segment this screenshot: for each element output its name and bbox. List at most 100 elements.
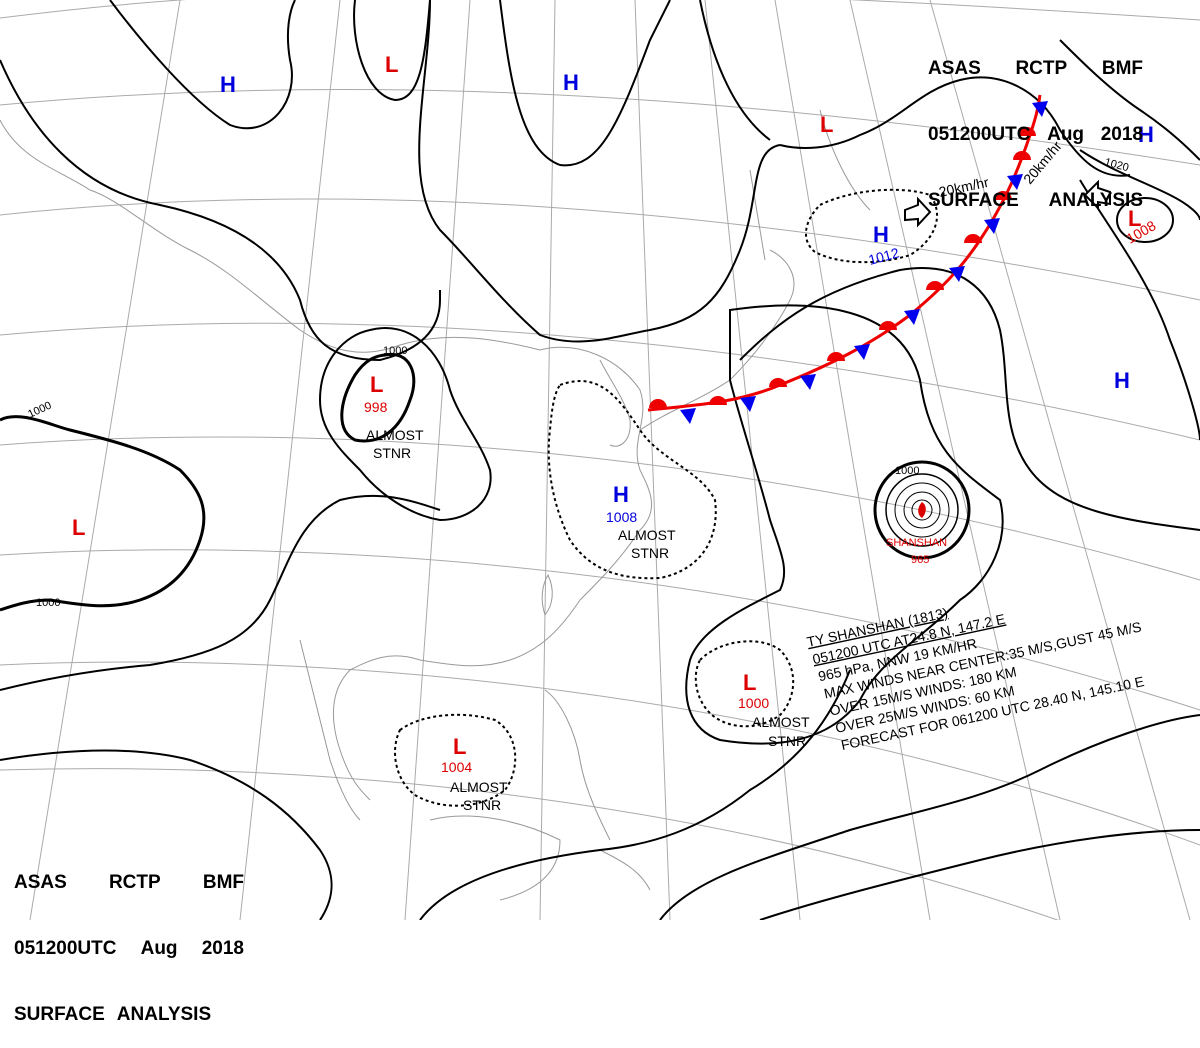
header-line1: ASAS RCTP BMF	[14, 872, 244, 894]
header-word: ASAS	[14, 872, 67, 893]
dotted-scs	[394, 713, 517, 807]
isobar-mongolia-outer	[318, 327, 492, 522]
isobar-h-north	[499, 0, 671, 167]
dotted-okhotsk	[805, 188, 939, 264]
h-china-note1: ALMOST	[618, 527, 676, 543]
isobar-nnearjapan	[779, 76, 1131, 177]
header-word: Aug	[140, 938, 178, 959]
cold-front-triangle	[680, 408, 696, 424]
coast-luzon	[544, 689, 611, 841]
h-china-value: 1008	[606, 509, 637, 525]
warm-front-semicircle	[827, 352, 845, 361]
coast-taiwan	[541, 573, 553, 617]
isobar-central-north	[418, 0, 781, 343]
l-mongolia-value: 998	[364, 399, 388, 415]
h-china-symbol: H	[613, 482, 629, 507]
h-far-ne-symbol: H	[1138, 122, 1154, 147]
warm-front-semicircle	[1018, 127, 1036, 136]
h-okhotsk-symbol: H	[873, 222, 889, 247]
header-word: ANALYSIS	[1048, 190, 1143, 211]
typhoon-info: TY SHANSHAN (1813) 051200 UTC AT24.8 N, …	[805, 604, 1145, 753]
isobar-label-typhoon: 1000	[895, 465, 919, 477]
warm-front-semicircle	[879, 321, 897, 330]
l-scs-symbol: L	[453, 734, 466, 759]
isobar-south	[0, 749, 333, 920]
header-word: 2018	[1100, 124, 1143, 145]
isobar-far-east	[1059, 39, 1200, 161]
coast-sakhalin	[749, 169, 766, 261]
l-mongolia-note2: STNR	[373, 445, 411, 461]
motion-arrows	[904, 179, 1111, 228]
l-mongolia-note1: ALMOST	[366, 427, 424, 443]
isobar-se-lower	[759, 829, 1200, 920]
header-word: BMF	[202, 872, 244, 893]
l-scs-note2: STNR	[463, 797, 501, 813]
h-north-symbol: H	[563, 70, 579, 95]
typhoon-pressure: 965	[911, 554, 929, 566]
coastlines	[0, 109, 871, 901]
header-line2: 051200UTC Aug 2018	[928, 124, 1143, 146]
coast-korea	[599, 359, 631, 447]
warm-front-semicircle	[649, 399, 667, 408]
header-word: RCTP	[1015, 58, 1068, 79]
header-word: 2018	[201, 938, 244, 959]
cold-front-triangle	[1032, 101, 1048, 117]
header-top-right: ASAS RCTP BMF 051200UTC Aug 2018 SURFACE…	[928, 14, 1143, 234]
warm-front-semicircle	[994, 191, 1012, 200]
isobar-l-north	[353, 0, 431, 102]
isobar-typhoon-outer	[685, 304, 1004, 745]
isobar-east-outer	[699, 0, 771, 141]
header-word: SURFACE	[928, 190, 1019, 211]
header-word: ANALYSIS	[116, 1004, 212, 1025]
h-china-note2: STNR	[631, 545, 669, 561]
dotted-phil	[694, 640, 795, 728]
isobar-sw	[0, 494, 441, 691]
isobar-west-1000	[0, 415, 206, 612]
isobar-ring-1008	[1116, 197, 1174, 243]
header-bottom-left: ASAS RCTP BMF 051200UTC Aug 2018 SURFACE…	[14, 828, 244, 1048]
l-russia-symbol: L	[820, 112, 833, 137]
header-word: 051200UTC	[14, 938, 117, 959]
h-okhotsk-value: 1012	[867, 244, 901, 268]
coast-kamchatka	[819, 109, 871, 211]
warm-front-semicircle	[709, 396, 727, 405]
isobar-label-southwest: 1000	[36, 597, 60, 609]
l-scs-note1: ALMOST	[450, 779, 508, 795]
l-scs-value: 1004	[441, 759, 472, 775]
typhoon-symbol	[918, 502, 926, 518]
l-phil-note2: STNR	[768, 733, 806, 749]
header-word: SURFACE	[14, 1004, 105, 1025]
isobar-label-mongolia: 1000	[383, 345, 407, 357]
stationary-front	[647, 94, 1048, 424]
l-phil-symbol: L	[743, 670, 756, 695]
cold-front-triangle	[854, 344, 870, 360]
header-word: 051200UTC	[928, 124, 1031, 145]
header-word: Aug	[1047, 124, 1085, 145]
cold-front-triangle	[904, 309, 920, 325]
cold-front-triangle	[740, 396, 756, 412]
isobar-h-nw	[109, 0, 296, 130]
isobar-label-west: 1000	[26, 399, 53, 420]
arrow-northeast	[1083, 179, 1111, 211]
isobar-east-vertical	[1079, 179, 1200, 441]
header-word: BMF	[1101, 58, 1143, 79]
l-phil-note1: ALMOST	[752, 714, 810, 730]
h-pacific-e-symbol: H	[1114, 368, 1130, 393]
header-line3: SURFACE ANALYSIS	[14, 1004, 244, 1026]
cold-front-triangle	[800, 374, 816, 390]
cold-front-triangle	[1007, 174, 1023, 190]
isobar-south-east	[659, 714, 1200, 920]
h-nw-symbol: H	[220, 72, 236, 97]
header-line3: SURFACE ANALYSIS	[928, 190, 1143, 212]
coast-indochina	[299, 639, 361, 821]
isobar-southern	[419, 669, 851, 920]
dotted-china	[547, 380, 717, 580]
cold-front-triangle	[949, 266, 965, 282]
l-phil-value: 1000	[738, 695, 769, 711]
coast-asia	[0, 119, 653, 801]
isobar-mongolia-inner	[340, 352, 416, 443]
typhoon-isobars	[873, 460, 971, 560]
coast-borneo	[429, 815, 561, 901]
isobar-northeast-1020	[1079, 149, 1200, 221]
header-line2: 051200UTC Aug 2018	[14, 938, 244, 960]
